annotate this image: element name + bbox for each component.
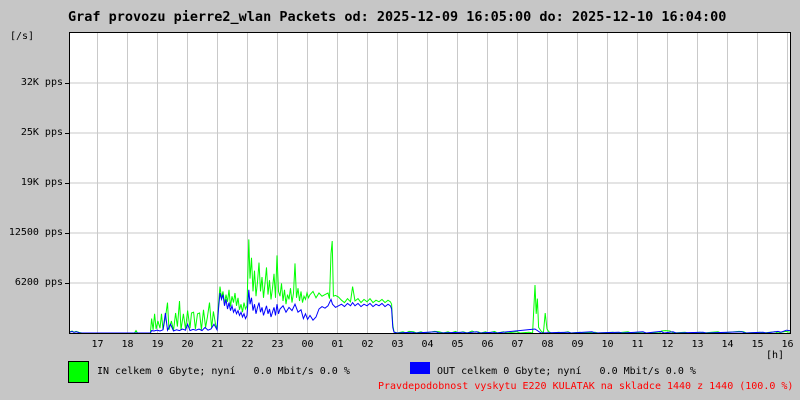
- x-tick-label: 17: [91, 339, 104, 350]
- x-tick-label: 19: [151, 339, 164, 350]
- x-tick-label: 07: [511, 339, 524, 350]
- x-tick-label: 01: [331, 339, 344, 350]
- x-tick-label: 23: [271, 339, 284, 350]
- x-tick-label: 10: [601, 339, 614, 350]
- hour-axis-unit-label: [h]: [766, 350, 785, 361]
- y-tick-label: 25K pps: [20, 127, 63, 138]
- y-axis-tick-mark: [65, 133, 69, 134]
- x-tick-label: 14: [721, 339, 734, 350]
- x-tick-label: 06: [481, 339, 494, 350]
- y-tick-label: 32K pps: [20, 77, 63, 88]
- x-tick-label: 22: [241, 339, 254, 350]
- plot-svg: [70, 33, 790, 333]
- out-legend-swatch: [410, 362, 430, 374]
- x-tick-label: 12: [661, 339, 674, 350]
- in-series-line: [70, 239, 790, 333]
- y-tick-label: 12500 pps: [8, 227, 63, 238]
- y-tick-label: 6200 pps: [14, 277, 63, 288]
- x-tick-label: 11: [631, 339, 644, 350]
- graph-title: Graf provozu pierre2_wlan Packets od: 20…: [68, 9, 727, 25]
- x-tick-label: 02: [361, 339, 374, 350]
- x-tick-label: 18: [121, 339, 134, 350]
- x-tick-label: 08: [541, 339, 554, 350]
- y-axis-tick-mark: [65, 183, 69, 184]
- x-tick-label: 00: [301, 339, 314, 350]
- in-legend-label: IN celkem 0 Gbyte; nyní 0.0 Mbit/s 0.0 %: [97, 366, 350, 377]
- y-axis-tick-mark: [65, 83, 69, 84]
- y-tick-label: 19K pps: [20, 177, 63, 188]
- out-series-line: [70, 289, 790, 333]
- availability-warning-text: Pravdepodobnost vyskytu E220 KULATAK na …: [378, 381, 794, 392]
- out-legend-label: OUT celkem 0 Gbyte; nyní 0.0 Mbit/s 0.0 …: [437, 366, 696, 377]
- y-axis-tick-mark: [65, 283, 69, 284]
- x-tick-label: 09: [571, 339, 584, 350]
- x-tick-label: 03: [391, 339, 404, 350]
- y-axis-tick-mark: [65, 233, 69, 234]
- x-tick-label: 20: [181, 339, 194, 350]
- in-legend-swatch: [68, 361, 89, 383]
- x-tick-label: 15: [751, 339, 764, 350]
- y-axis-unit-label: [/s]: [10, 31, 35, 42]
- x-tick-label: 13: [691, 339, 704, 350]
- x-tick-label: 16: [781, 339, 794, 350]
- x-tick-label: 05: [451, 339, 464, 350]
- x-tick-label: 04: [421, 339, 434, 350]
- x-tick-label: 21: [211, 339, 224, 350]
- plot-area: [69, 32, 791, 334]
